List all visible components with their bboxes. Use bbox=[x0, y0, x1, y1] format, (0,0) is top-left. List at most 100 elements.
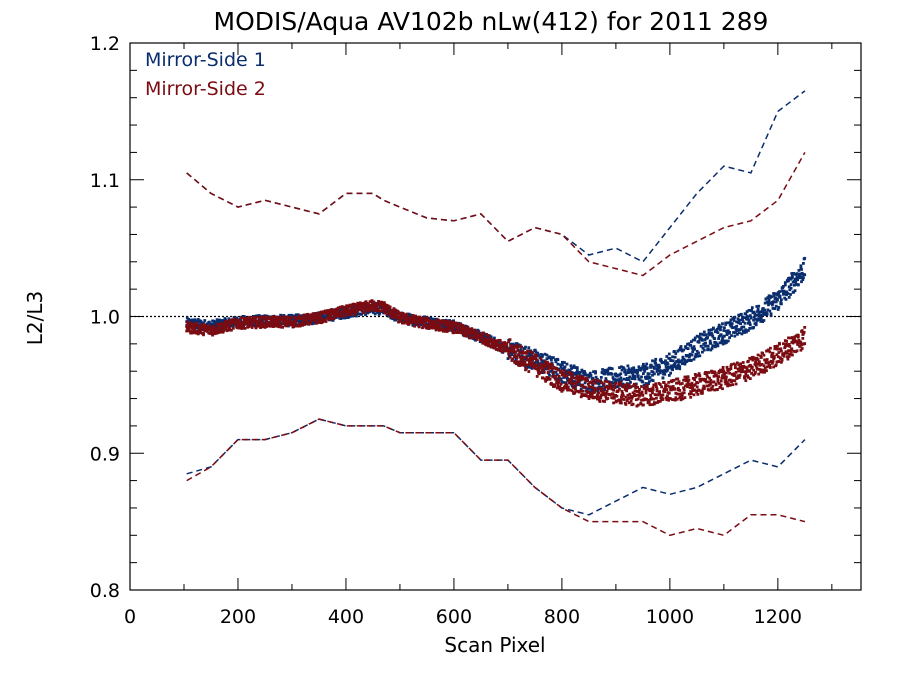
data-point bbox=[737, 321, 741, 325]
data-point bbox=[403, 321, 406, 325]
data-point bbox=[568, 369, 572, 373]
data-point bbox=[690, 353, 694, 357]
data-point bbox=[721, 342, 725, 346]
data-point bbox=[340, 312, 343, 315]
data-point bbox=[364, 306, 368, 310]
data-point bbox=[364, 300, 368, 304]
data-point bbox=[770, 355, 774, 359]
data-point bbox=[368, 305, 371, 309]
data-point bbox=[456, 327, 460, 331]
data-point bbox=[546, 367, 550, 371]
data-point bbox=[617, 378, 621, 381]
legend-entry-mirror-side-1: Mirror-Side 1 bbox=[145, 49, 266, 71]
data-point bbox=[280, 322, 284, 326]
data-point bbox=[605, 392, 608, 396]
data-point bbox=[802, 276, 805, 280]
data-point bbox=[553, 358, 557, 362]
data-point bbox=[633, 375, 637, 378]
data-point bbox=[709, 378, 713, 382]
data-point bbox=[641, 365, 645, 368]
data-point bbox=[654, 382, 658, 386]
data-point bbox=[217, 321, 221, 325]
data-point bbox=[268, 323, 272, 327]
data-point bbox=[364, 313, 367, 317]
data-point bbox=[719, 325, 723, 329]
data-point bbox=[654, 361, 658, 365]
data-point bbox=[739, 322, 742, 325]
data-point bbox=[231, 325, 235, 329]
data-point bbox=[259, 325, 263, 329]
data-point bbox=[677, 392, 681, 396]
data-point bbox=[429, 316, 433, 320]
data-point bbox=[386, 304, 390, 308]
data-point bbox=[510, 353, 514, 357]
data-point bbox=[733, 315, 737, 319]
data-point bbox=[243, 327, 247, 330]
data-point bbox=[528, 353, 532, 356]
data-point bbox=[626, 386, 630, 390]
data-point bbox=[271, 318, 275, 322]
data-point bbox=[592, 391, 596, 395]
data-point bbox=[730, 379, 734, 382]
data-point bbox=[590, 393, 594, 397]
data-point bbox=[625, 371, 628, 375]
data-point bbox=[771, 351, 775, 355]
data-point bbox=[594, 370, 597, 373]
data-point bbox=[732, 319, 736, 322]
data-point bbox=[793, 289, 797, 293]
data-point bbox=[193, 326, 196, 330]
data-point bbox=[451, 326, 455, 330]
data-point bbox=[719, 385, 722, 389]
data-point bbox=[355, 305, 359, 309]
data-point bbox=[701, 391, 704, 395]
data-point bbox=[576, 375, 580, 379]
data-point bbox=[553, 384, 557, 388]
data-point bbox=[479, 339, 483, 342]
data-point bbox=[712, 327, 715, 331]
data-point bbox=[270, 316, 273, 320]
data-point bbox=[696, 354, 700, 358]
data-point bbox=[559, 377, 563, 381]
data-point bbox=[718, 370, 722, 374]
data-point bbox=[740, 325, 744, 329]
data-point bbox=[719, 333, 723, 337]
data-point bbox=[721, 374, 724, 378]
data-point bbox=[258, 318, 262, 321]
data-point bbox=[360, 308, 364, 311]
y-axis-label: L2/L3 bbox=[23, 291, 47, 345]
data-point bbox=[728, 371, 731, 375]
data-point bbox=[618, 383, 622, 387]
data-point bbox=[744, 328, 748, 332]
data-point bbox=[795, 340, 799, 344]
data-point bbox=[765, 358, 769, 361]
data-point bbox=[598, 379, 601, 383]
data-point bbox=[737, 363, 741, 367]
data-point bbox=[728, 383, 732, 387]
data-point bbox=[349, 311, 352, 315]
data-point bbox=[780, 360, 783, 364]
data-point bbox=[422, 321, 426, 325]
data-point bbox=[575, 369, 579, 372]
data-point bbox=[645, 384, 649, 388]
data-point bbox=[782, 342, 785, 346]
data-point bbox=[196, 329, 200, 333]
data-point bbox=[629, 385, 632, 389]
data-point bbox=[624, 395, 628, 399]
data-point bbox=[777, 351, 781, 354]
data-point bbox=[640, 385, 643, 388]
data-point bbox=[546, 363, 549, 366]
data-point bbox=[535, 364, 539, 367]
data-point bbox=[788, 288, 792, 292]
data-point bbox=[603, 388, 606, 392]
data-point bbox=[377, 309, 381, 313]
data-point bbox=[733, 374, 737, 377]
data-point bbox=[247, 320, 251, 324]
data-point bbox=[774, 292, 777, 296]
data-point bbox=[706, 347, 710, 351]
data-point bbox=[569, 381, 573, 385]
y-tick-label: 1.2 bbox=[90, 33, 120, 55]
data-point bbox=[752, 326, 755, 329]
data-point bbox=[690, 392, 693, 395]
data-point bbox=[796, 335, 800, 339]
